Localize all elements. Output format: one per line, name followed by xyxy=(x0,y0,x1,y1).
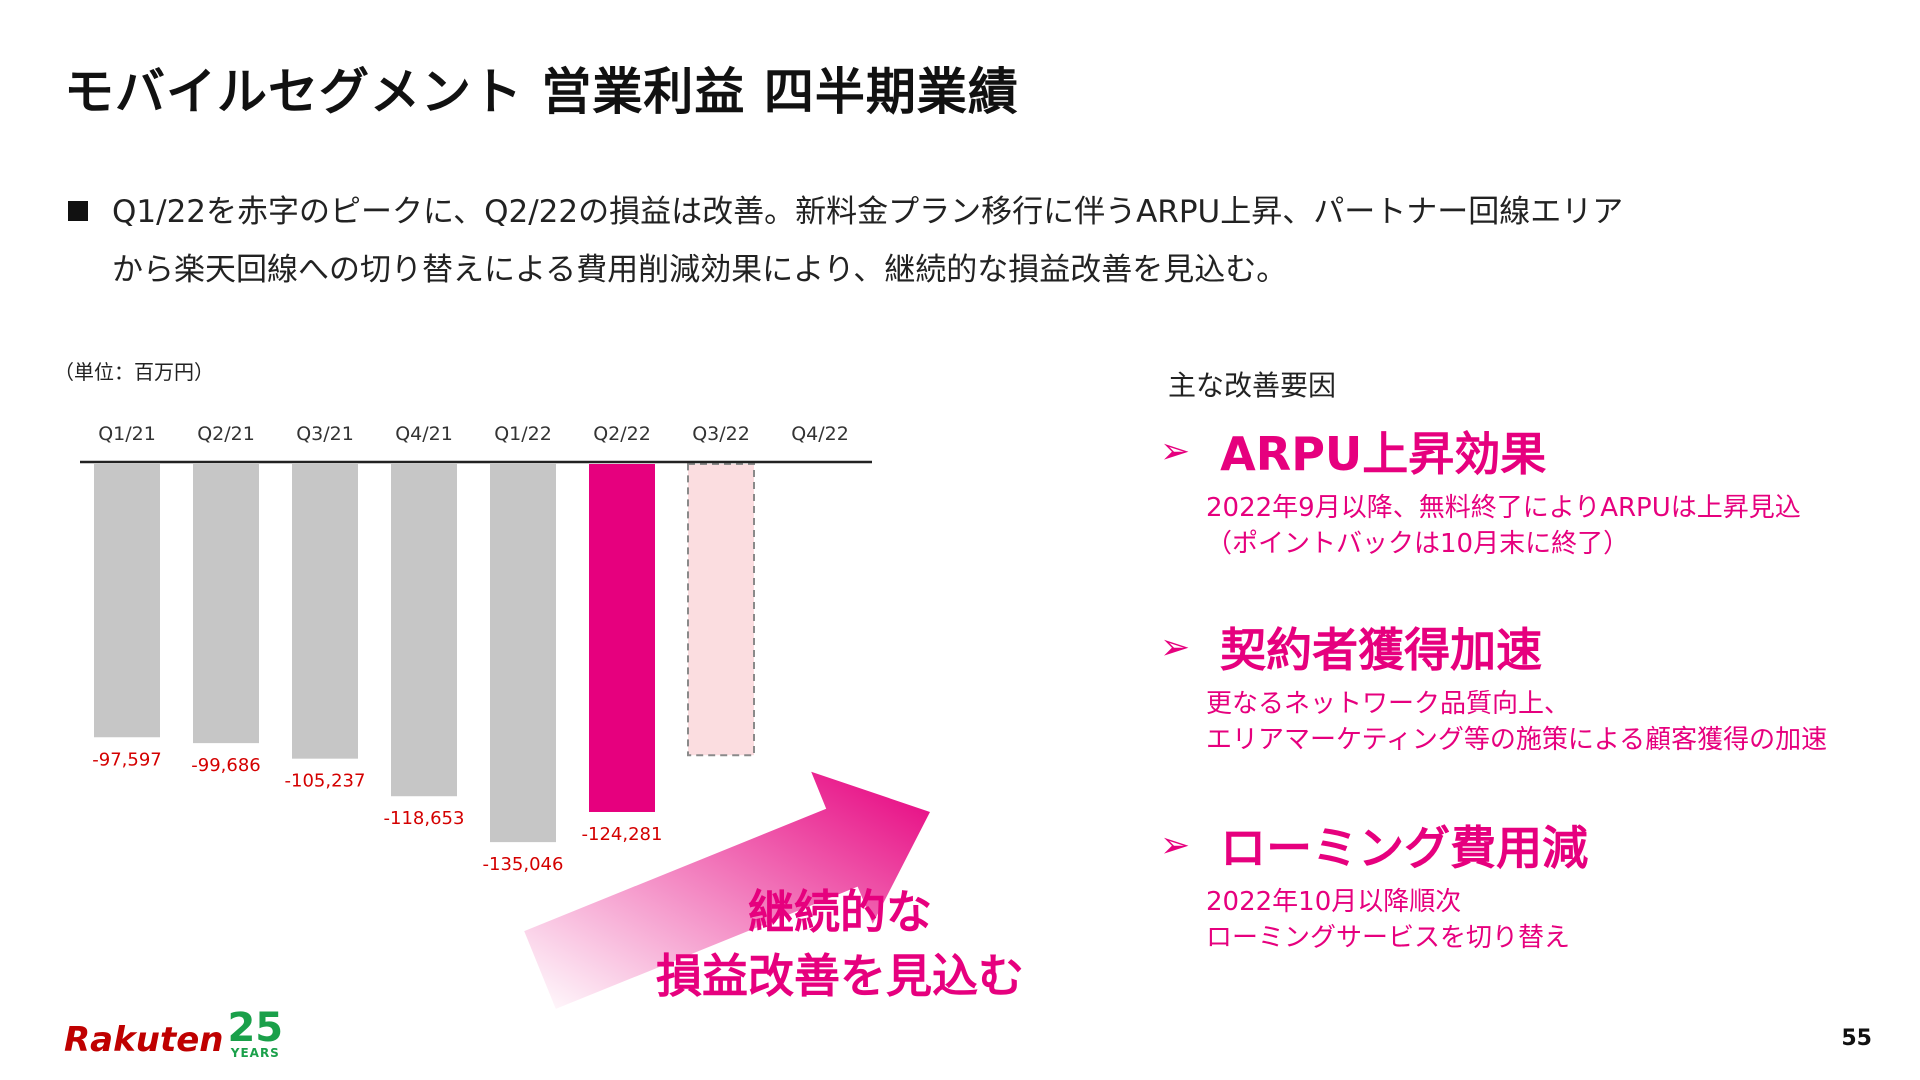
tick-label-q4-21: Q4/21 xyxy=(395,423,453,445)
value-label-q1-22: -135,046 xyxy=(483,854,564,875)
page-title: モバイルセグメント 営業利益 四半期業績 xyxy=(64,63,1019,121)
tick-label-q3-21: Q3/21 xyxy=(296,423,354,445)
logo-anniversary-number: 25 xyxy=(227,1005,284,1051)
bar-q2-22 xyxy=(589,464,655,812)
reason-detail-line-2: ローミングサービスを切り替え xyxy=(1206,923,1571,953)
callout-line-1: 継続的な xyxy=(748,885,932,939)
rakuten-25-years-logo: Rakuten 25 YEARS xyxy=(64,1005,284,1060)
value-label-q4-21: -118,653 xyxy=(384,808,465,829)
page-number: 55 xyxy=(1841,1026,1872,1051)
value-label-q3-21: -105,237 xyxy=(285,771,366,792)
reason-roaming-cost: ➢ ローミング費用減 2022年10月以降順次 ローミングサービスを切り替え xyxy=(1160,812,1588,956)
callout-line-2: 損益改善を見込む xyxy=(656,949,1024,1003)
summary-line-2: から楽天回線への切り替えによる費用削減効果により、継続的な損益改善を見込む。 xyxy=(112,252,1288,288)
reason-detail-line-1: 2022年9月以降、無料終了によりARPUは上昇見込 xyxy=(1206,493,1801,523)
tick-label-q2-22: Q2/22 xyxy=(593,423,651,445)
logo-years: YEARS xyxy=(230,1046,280,1060)
bar-q1-21 xyxy=(94,464,160,738)
summary-line-1: Q1/22を赤字のピークに、Q2/22の損益は改善。新料金プラン移行に伴うARP… xyxy=(112,194,1624,230)
reason-detail-line-1: 更なるネットワーク品質向上、 xyxy=(1206,689,1571,719)
logo-wordmark: Rakuten xyxy=(64,1020,224,1060)
arrow-bullet-icon: ➢ xyxy=(1160,626,1191,668)
bullet-square-icon xyxy=(68,201,88,221)
improvement-callout: 継続的な 損益改善を見込む xyxy=(600,880,1080,1008)
bar-q3-21 xyxy=(292,464,358,759)
value-label-q2-22: -124,281 xyxy=(582,824,663,845)
tick-label-q1-22: Q1/22 xyxy=(494,423,552,445)
bar-projected-q3-22 xyxy=(687,463,755,757)
trend-arrow-shape xyxy=(524,771,930,1009)
reasons-heading: 主な改善要因 xyxy=(1168,369,1337,402)
reason-title: 契約者獲得加速 xyxy=(1220,623,1543,677)
tick-label-q1-21: Q1/21 xyxy=(98,423,156,445)
reason-title: ARPU上昇効果 xyxy=(1220,427,1547,481)
bar-q4-21 xyxy=(391,464,457,797)
reason-arpu: ➢ ARPU上昇効果 2022年9月以降、無料終了によりARPUは上昇見込 （ポ… xyxy=(1160,418,1801,562)
reason-title: ローミング費用減 xyxy=(1220,821,1589,875)
bar-q1-22 xyxy=(490,464,556,843)
reason-detail-line-2: エリアマーケティング等の施策による顧客獲得の加速 xyxy=(1206,725,1828,755)
tick-label-q4-22: Q4/22 xyxy=(791,423,849,445)
arrow-bullet-icon: ➢ xyxy=(1160,430,1191,472)
value-label-q1-21: -97,597 xyxy=(92,749,161,770)
value-label-q2-21: -99,686 xyxy=(191,755,260,776)
bar-q2-21 xyxy=(193,464,259,744)
arrow-bullet-icon: ➢ xyxy=(1160,824,1191,866)
tick-label-q3-22: Q3/22 xyxy=(692,423,750,445)
reason-detail-line-1: 2022年10月以降順次 xyxy=(1206,887,1462,917)
summary-bullet: Q1/22を赤字のピークに、Q2/22の損益は改善。新料金プラン移行に伴うARP… xyxy=(68,183,1888,299)
reason-detail-line-2: （ポイントバックは10月末に終了） xyxy=(1206,529,1630,559)
unit-label: （単位：百万円） xyxy=(54,360,214,384)
improvement-trend-arrow-icon xyxy=(524,771,930,1009)
reason-subscriber-growth: ➢ 契約者獲得加速 更なるネットワーク品質向上、 エリアマーケティング等の施策に… xyxy=(1160,614,1827,758)
tick-label-q2-21: Q2/21 xyxy=(197,423,255,445)
